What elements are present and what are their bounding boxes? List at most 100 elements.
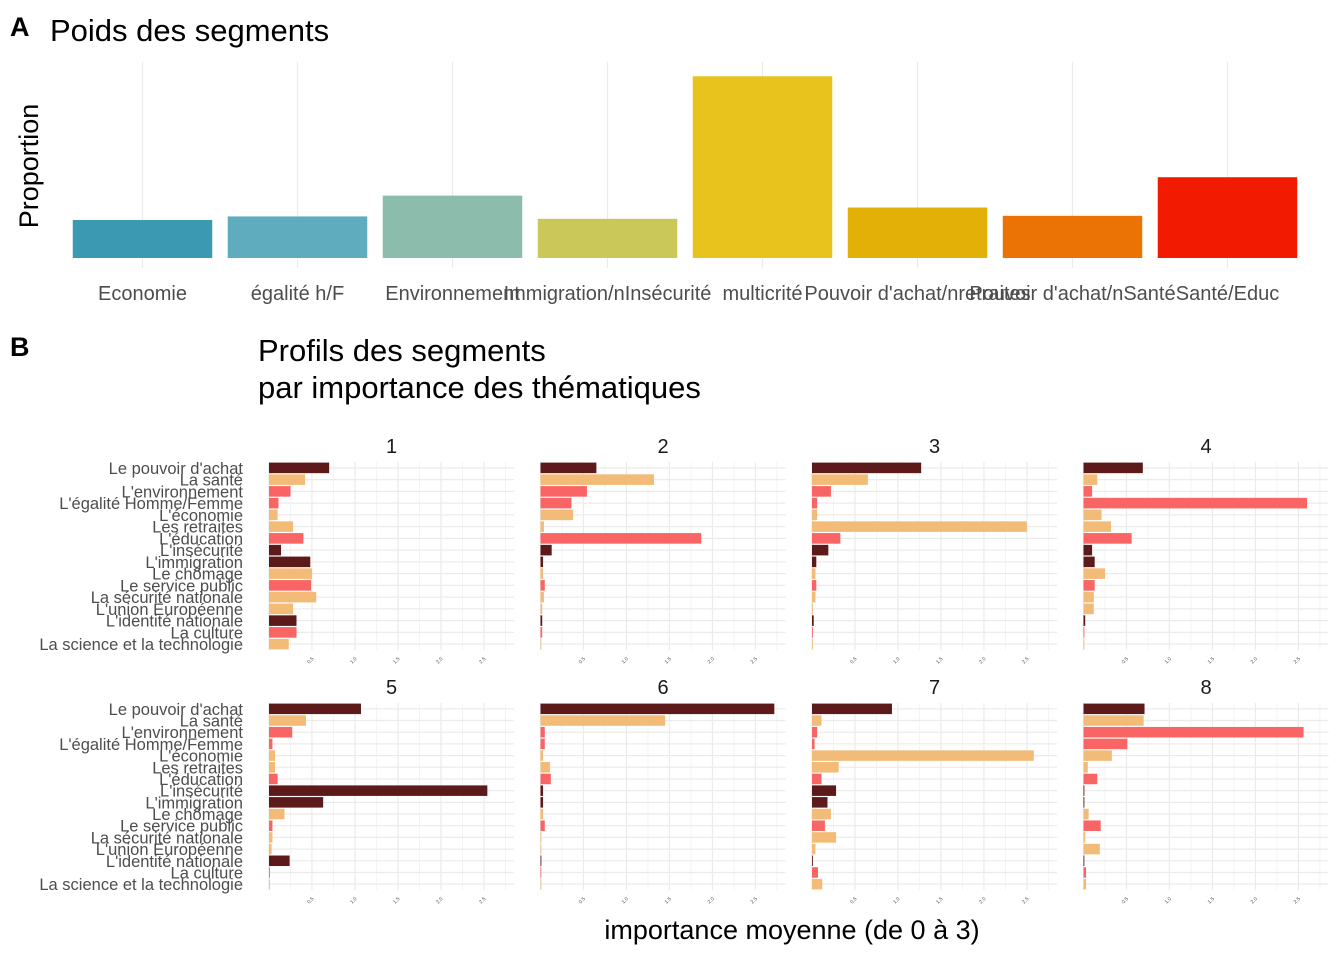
facet-bar bbox=[1083, 797, 1085, 808]
facet-3: 3 0.5 1.0 1.5 2.0 2.5 bbox=[811, 436, 1057, 665]
facet-strip-label: 4 bbox=[1200, 436, 1211, 458]
facet-bar bbox=[812, 591, 816, 603]
facet-6: 6 0.5 1.0 1.5 2.0 2.5 bbox=[539, 677, 786, 905]
panel-a-category-label: Pouvoir d'achat/nSanté bbox=[969, 283, 1175, 305]
facet-x-tick-label: 2.5 bbox=[478, 656, 487, 665]
facet-bar bbox=[1083, 591, 1094, 603]
facet-bar bbox=[540, 580, 545, 591]
facet-bar bbox=[269, 855, 290, 867]
facet-x-tick-label: 1.0 bbox=[1164, 896, 1173, 905]
panel-a-bar bbox=[1002, 215, 1143, 258]
panel-a-category-label: Santé/Educ bbox=[1176, 283, 1279, 305]
facet-bar bbox=[812, 750, 1034, 761]
facet-bar bbox=[540, 603, 543, 615]
panel-a-category-label: Economie bbox=[98, 283, 187, 305]
facet-y-category-label: L'insécurité bbox=[160, 542, 243, 560]
facet-bar bbox=[812, 808, 831, 820]
facet-x-tick-label: 1.5 bbox=[935, 896, 944, 905]
facet-bar bbox=[812, 785, 837, 796]
facet-bar bbox=[269, 603, 294, 615]
facet-bar bbox=[269, 533, 304, 544]
facet-strip-label: 6 bbox=[657, 677, 668, 699]
facet-y-category-label: L'égalité Homme/Femme bbox=[59, 495, 243, 513]
facet-bar bbox=[540, 544, 552, 556]
facet-bar bbox=[812, 773, 822, 785]
panel-a-bar bbox=[537, 218, 678, 258]
facet-bar bbox=[1083, 773, 1098, 785]
facet-bar bbox=[1083, 762, 1088, 773]
facet-bar bbox=[540, 703, 775, 715]
facet-bar bbox=[1083, 521, 1112, 532]
facet-strip-label: 2 bbox=[657, 436, 668, 458]
facet-bar bbox=[269, 591, 317, 603]
facet-y-category-label: Les retraites bbox=[152, 759, 243, 777]
facet-y-category-label: La culture bbox=[171, 624, 243, 642]
facet-bar bbox=[540, 750, 544, 761]
facet-bar bbox=[812, 603, 813, 615]
facet-strip-label: 1 bbox=[386, 436, 397, 458]
facet-bar bbox=[812, 533, 841, 544]
facet-bar bbox=[812, 544, 829, 556]
panel-a-bar bbox=[847, 207, 988, 258]
facet-bar bbox=[269, 867, 270, 878]
facet-bar bbox=[540, 820, 545, 831]
facet-x-tick-label: 2.0 bbox=[707, 656, 716, 665]
facet-bar bbox=[1083, 703, 1145, 715]
facet-bar bbox=[269, 726, 293, 738]
facet-bar bbox=[1083, 715, 1144, 726]
facet-bar bbox=[269, 762, 276, 773]
facet-y-category-label: L'union Européenne bbox=[96, 601, 243, 619]
facet-bar bbox=[1083, 544, 1093, 556]
facet-x-tick-label: 1.5 bbox=[664, 656, 673, 665]
facet-bar bbox=[269, 615, 297, 626]
facet-y-category-label: La santé bbox=[180, 713, 243, 731]
facet-y-category-label: La science et la technologie bbox=[39, 636, 243, 654]
facet-x-tick-label: 0.5 bbox=[849, 656, 858, 665]
facet-bar bbox=[1083, 832, 1086, 843]
panel-a-ylabel: Proportion bbox=[14, 104, 44, 229]
facet-bar bbox=[269, 785, 488, 796]
facet-x-tick-label: 2.0 bbox=[978, 656, 987, 665]
facet-bar bbox=[1083, 474, 1098, 485]
facet-bar bbox=[1083, 486, 1093, 497]
facet-bar bbox=[540, 474, 654, 485]
panel-a-bar bbox=[1157, 177, 1298, 258]
facet-x-tick-label: 1.0 bbox=[892, 896, 901, 905]
facet-bar bbox=[1083, 556, 1095, 568]
facet-y-category-label: Le chômage bbox=[152, 566, 243, 584]
facet-y-category-label: La sécurité nationale bbox=[91, 829, 243, 847]
facet-bar bbox=[812, 797, 828, 808]
facet-bar bbox=[540, 762, 550, 773]
facet-bar bbox=[540, 486, 587, 497]
facet-bar bbox=[1083, 580, 1095, 591]
facet-bar bbox=[812, 726, 818, 738]
facet-bar bbox=[1083, 843, 1100, 855]
panel-b-title-line2: par importance des thématiques bbox=[258, 370, 701, 405]
facet-bar bbox=[540, 568, 544, 579]
facet-bar bbox=[269, 544, 282, 556]
facet-bar bbox=[269, 878, 270, 890]
facet-y-category-label: L'immigration bbox=[145, 554, 243, 572]
facet-bar bbox=[269, 808, 285, 820]
facet-bar bbox=[269, 773, 278, 785]
facet-bar bbox=[1083, 638, 1085, 650]
facet-bar bbox=[540, 855, 542, 867]
facet-bar bbox=[1083, 785, 1085, 796]
facet-x-tick-label: 0.5 bbox=[1121, 656, 1130, 665]
facet-bar bbox=[269, 486, 291, 497]
facet-x-tick-label: 1.0 bbox=[892, 656, 901, 665]
facet-bar bbox=[812, 762, 839, 773]
facet-x-tick-label: 1.5 bbox=[1207, 656, 1216, 665]
facet-bar bbox=[540, 509, 574, 521]
facet-bar bbox=[269, 738, 273, 750]
facet-x-tick-label: 0.5 bbox=[1121, 896, 1130, 905]
facet-bar bbox=[812, 615, 814, 626]
facet-bar bbox=[540, 521, 544, 532]
facet-bar bbox=[540, 627, 543, 638]
facet-bar bbox=[540, 497, 572, 509]
facet-bar bbox=[1083, 820, 1101, 831]
facet-bar bbox=[812, 703, 892, 715]
facet-y-category-label: La sécurité nationale bbox=[91, 589, 243, 607]
facet-y-category-label: L'immigration bbox=[145, 794, 243, 812]
